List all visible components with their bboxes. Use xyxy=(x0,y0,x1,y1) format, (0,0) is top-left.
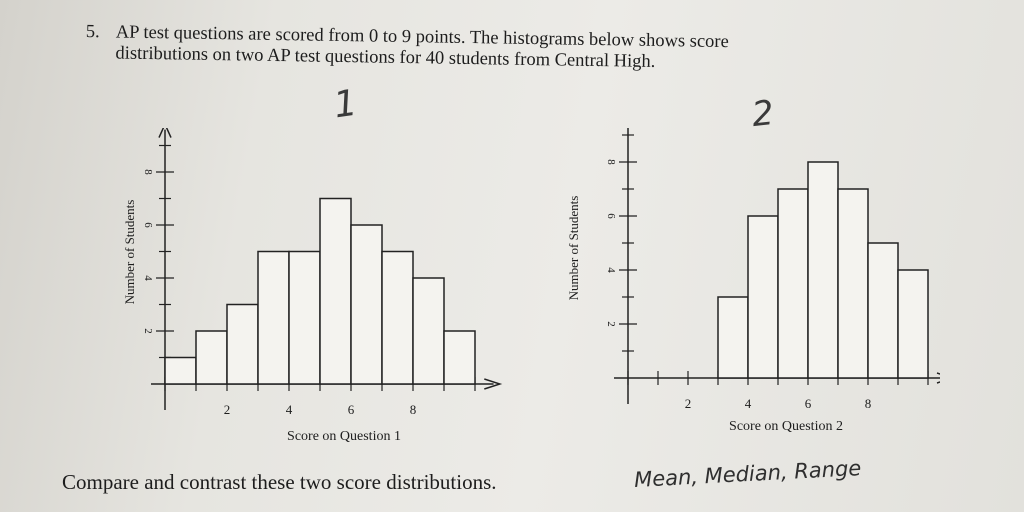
histogram-question-1: 2 4 6 8 2 4 6 8 Score on Question 1 Number of Stu… xyxy=(122,128,503,444)
y-tick-label: 6 xyxy=(605,213,617,219)
histogram-bar xyxy=(195,330,228,385)
histogram-question-2: 2 4 6 8 2 4 6 8 Score on Question 2 Number of Stu… xyxy=(566,128,940,434)
x-axis-label: Score on Question 1 xyxy=(287,429,401,444)
histogram-bar xyxy=(747,215,779,379)
histogram-bar xyxy=(897,269,929,379)
histogram-bar xyxy=(164,356,197,385)
histogram-bar xyxy=(319,197,352,385)
histogram-bar xyxy=(443,330,476,385)
histogram-bar xyxy=(412,277,445,385)
histogram-bar xyxy=(350,224,383,385)
x-axis-label: Score on Question 2 xyxy=(729,419,843,434)
y-tick-label: 4 xyxy=(605,267,617,273)
histogram-bar xyxy=(288,250,321,385)
handwritten-graph-label-1: 1 xyxy=(331,82,360,127)
histogram-bar xyxy=(777,188,809,379)
y-tick-label: 8 xyxy=(605,159,617,165)
y-axis-label: Number of Students xyxy=(566,196,581,301)
y-tick-label: 6 xyxy=(142,222,154,228)
histogram-bar xyxy=(867,242,899,379)
y-axis-arrow xyxy=(158,128,172,138)
handwritten-answer-note: Mean, Median, Range xyxy=(633,456,862,492)
y-tick-label: 2 xyxy=(605,321,617,327)
y-tick-label: 4 xyxy=(142,275,154,281)
histogram-bar xyxy=(717,296,749,379)
y-axis-label: Number of Students xyxy=(122,200,137,305)
bottom-prompt: Compare and contrast these two score dis… xyxy=(62,470,497,494)
histogram-bar xyxy=(381,250,414,385)
histogram-bar xyxy=(807,161,839,379)
y-tick-label: 2 xyxy=(142,328,154,334)
x-tick-label: 2 xyxy=(224,402,231,417)
x-tick-label: 6 xyxy=(805,396,812,411)
histogram-bar xyxy=(837,188,869,379)
problem-statement: 5. AP test questions are scored from 0 to… xyxy=(85,22,906,77)
x-tick-label: 8 xyxy=(865,396,872,411)
x-tick-label: 8 xyxy=(410,402,417,417)
histogram-bar xyxy=(226,303,259,385)
problem-number: 5. xyxy=(85,22,100,43)
y-tick-label: 8 xyxy=(142,169,154,175)
x-axis-arrow xyxy=(484,378,503,390)
x-tick-label: 4 xyxy=(286,402,293,417)
histogram-bar xyxy=(257,250,290,385)
x-tick-label: 4 xyxy=(745,396,752,411)
x-tick-label: 6 xyxy=(348,402,355,417)
x-tick-label: 2 xyxy=(685,396,692,411)
